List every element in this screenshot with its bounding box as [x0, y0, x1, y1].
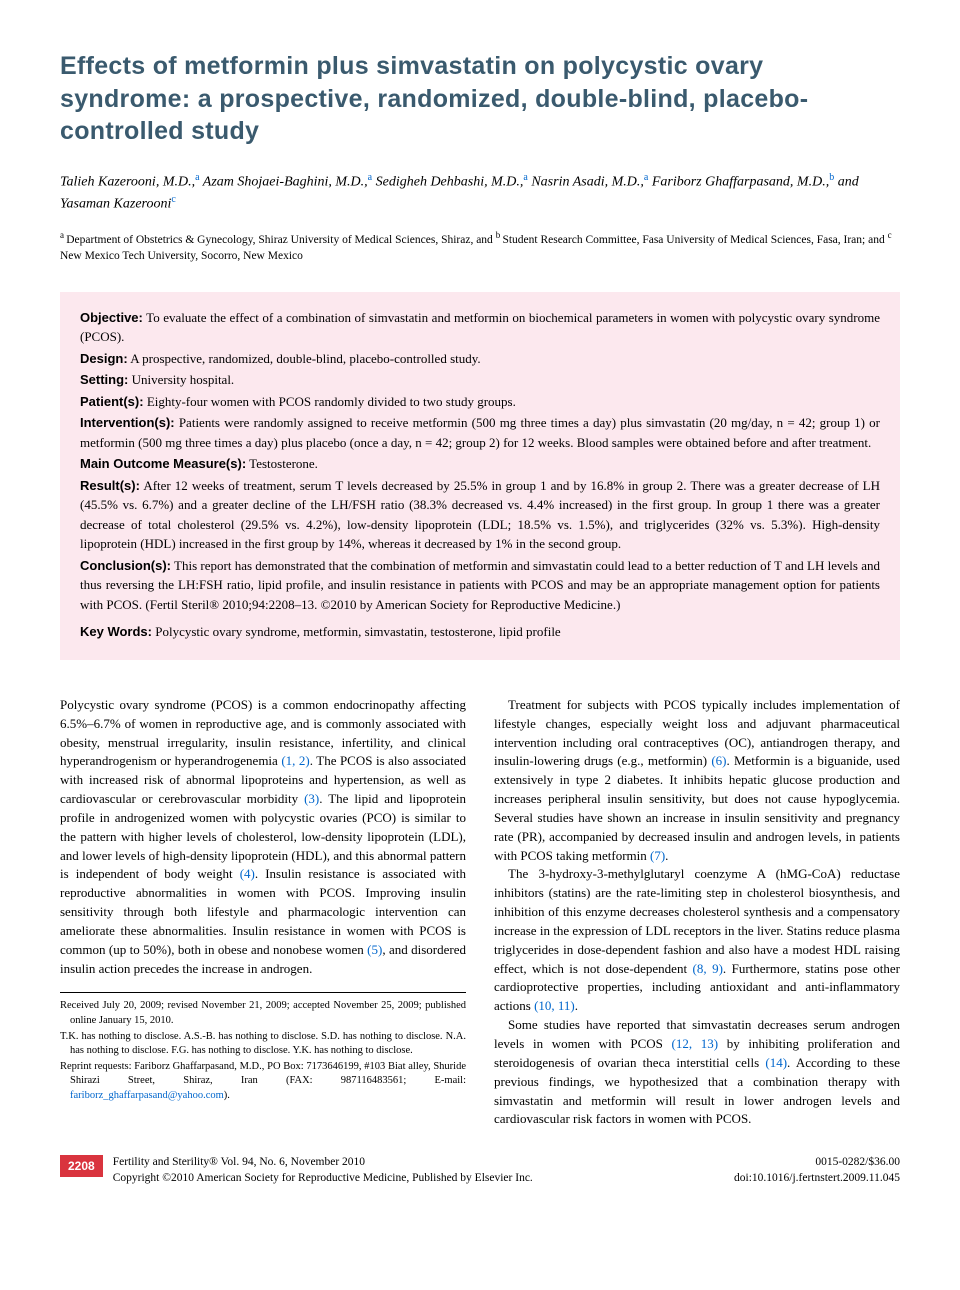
author-aff-sup[interactable]: a — [644, 172, 648, 183]
author-aff-sup[interactable]: a — [195, 172, 199, 183]
results-label: Result(s): — [80, 478, 140, 493]
journal-info: Fertility and Sterility® Vol. 94, No. 6,… — [113, 1155, 734, 1171]
issn: 0015-0282/$36.00 — [734, 1155, 900, 1171]
ref-link[interactable]: (14) — [765, 1055, 787, 1070]
affiliations: a Department of Obstetrics & Gynecology,… — [60, 229, 900, 264]
ref-link[interactable]: (4) — [240, 866, 255, 881]
setting-label: Setting: — [80, 372, 128, 387]
conclusion-text: This report has demonstrated that the co… — [80, 558, 880, 612]
body-text: Polycystic ovary syndrome (PCOS) is a co… — [60, 696, 900, 1129]
objective-text: To evaluate the effect of a combination … — [80, 310, 880, 345]
author: Fariborz Ghaffarpasand, M.D., — [652, 174, 829, 189]
footnote-reprint: Reprint requests: Fariborz Ghaffarpasand… — [60, 1060, 466, 1103]
intervention-label: Intervention(s): — [80, 415, 175, 430]
author: Nasrin Asadi, M.D., — [531, 174, 644, 189]
author-aff-sup[interactable]: a — [523, 172, 527, 183]
ref-link[interactable]: (3) — [304, 791, 319, 806]
ref-link[interactable]: (10, 11) — [534, 998, 575, 1013]
affiliation-b: Student Research Committee, Fasa Univers… — [502, 234, 887, 246]
affiliation-c: New Mexico Tech University, Socorro, New… — [60, 250, 303, 262]
author-aff-sup[interactable]: a — [368, 172, 372, 183]
footnote-received: Received July 20, 2009; revised November… — [60, 999, 466, 1027]
page-number-badge: 2208 — [60, 1155, 103, 1177]
keywords-text: Polycystic ovary syndrome, metformin, si… — [155, 624, 560, 639]
ref-link[interactable]: (8, 9) — [693, 961, 723, 976]
author-aff-sup[interactable]: c — [171, 194, 175, 205]
objective-label: Objective: — [80, 310, 143, 325]
ref-link[interactable]: (12, 13) — [672, 1036, 719, 1051]
footnotes: Received July 20, 2009; revised November… — [60, 992, 466, 1102]
left-column: Polycystic ovary syndrome (PCOS) is a co… — [60, 696, 466, 1129]
ref-link[interactable]: (6) — [711, 753, 726, 768]
doi: doi:10.1016/j.fertnstert.2009.11.045 — [734, 1171, 900, 1187]
design-text: A prospective, randomized, double-blind,… — [130, 351, 480, 366]
body-paragraph: Polycystic ovary syndrome (PCOS) is a co… — [60, 696, 466, 979]
ref-link[interactable]: (1, 2) — [281, 753, 309, 768]
right-column: Treatment for subjects with PCOS typical… — [494, 696, 900, 1129]
body-paragraph: The 3-hydroxy-3-methylglutaryl coenzyme … — [494, 865, 900, 1016]
outcome-text: Testosterone. — [249, 456, 318, 471]
article-title: Effects of metformin plus simvastatin on… — [60, 50, 900, 148]
page-footer: 2208 Fertility and Sterility® Vol. 94, N… — [60, 1155, 900, 1186]
email-link[interactable]: fariborz_ghaffarpasand@yahoo.com — [70, 1090, 224, 1101]
body-paragraph: Treatment for subjects with PCOS typical… — [494, 696, 900, 866]
ref-link[interactable]: (5) — [367, 942, 382, 957]
outcome-label: Main Outcome Measure(s): — [80, 456, 246, 471]
ref-link[interactable]: (7) — [650, 848, 665, 863]
affiliation-a: Department of Obstetrics & Gynecology, S… — [66, 234, 495, 246]
author-list: Talieh Kazerooni, M.D.,a Azam Shojaei-Ba… — [60, 170, 900, 215]
author: Talieh Kazerooni, M.D., — [60, 174, 195, 189]
author: Sedigheh Dehbashi, M.D., — [376, 174, 524, 189]
design-label: Design: — [80, 351, 128, 366]
results-text: After 12 weeks of treatment, serum T lev… — [80, 478, 880, 552]
footnote-disclose: T.K. has nothing to disclose. A.S.-B. ha… — [60, 1030, 466, 1058]
copyright-info: Copyright ©2010 American Society for Rep… — [113, 1171, 734, 1187]
intervention-text: Patients were randomly assigned to recei… — [80, 415, 880, 450]
abstract-box: Objective: To evaluate the effect of a c… — [60, 292, 900, 660]
keywords-label: Key Words: — [80, 624, 152, 639]
body-paragraph: Some studies have reported that simvasta… — [494, 1016, 900, 1129]
patients-label: Patient(s): — [80, 394, 144, 409]
setting-text: University hospital. — [132, 372, 235, 387]
conclusion-label: Conclusion(s): — [80, 558, 171, 573]
patients-text: Eighty-four women with PCOS randomly div… — [147, 394, 516, 409]
author-aff-sup[interactable]: b — [829, 172, 834, 183]
author: Azam Shojaei-Baghini, M.D., — [203, 174, 368, 189]
